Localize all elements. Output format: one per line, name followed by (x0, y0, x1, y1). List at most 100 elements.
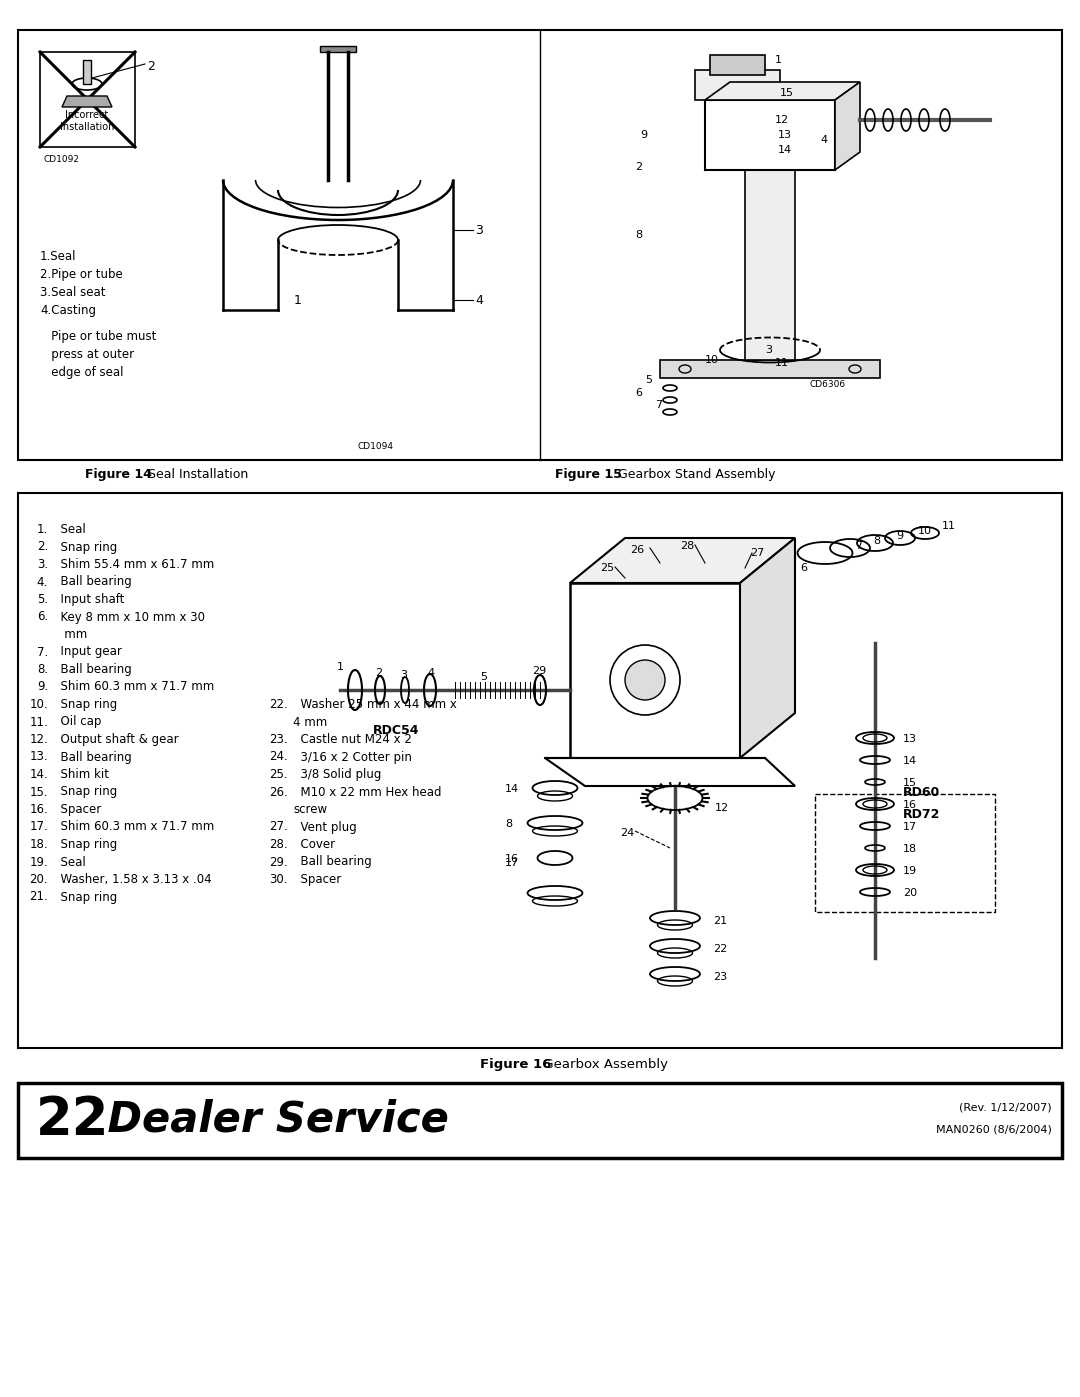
Text: 4.Casting: 4.Casting (40, 305, 96, 317)
Text: Castle nut M24 x 2: Castle nut M24 x 2 (293, 733, 411, 746)
Text: 2: 2 (635, 162, 643, 172)
Text: CD1094: CD1094 (357, 441, 394, 451)
Text: Spacer: Spacer (53, 803, 102, 816)
Bar (40, 52, 135, 147)
Text: 2.Pipe or tube: 2.Pipe or tube (40, 268, 123, 281)
Text: MAN0260 (8/6/2004): MAN0260 (8/6/2004) (936, 1125, 1052, 1134)
Text: 7.: 7. (37, 645, 48, 658)
Text: Shim 55.4 mm x 61.7 mm: Shim 55.4 mm x 61.7 mm (53, 557, 214, 571)
Text: Output shaft & gear: Output shaft & gear (53, 733, 178, 746)
Text: 19.: 19. (29, 855, 48, 869)
Text: 3: 3 (400, 671, 407, 680)
Text: Snap ring: Snap ring (53, 698, 118, 711)
Text: Washer 25 mm x 44 mm x: Washer 25 mm x 44 mm x (293, 698, 457, 711)
Text: 24: 24 (620, 828, 634, 838)
Text: 10.: 10. (29, 698, 48, 711)
Text: 16.: 16. (29, 803, 48, 816)
Text: 9: 9 (640, 130, 647, 140)
Bar (815, 793, 995, 912)
Text: Ball bearing: Ball bearing (53, 750, 132, 764)
Text: RD72: RD72 (903, 807, 941, 821)
Text: Vent plug: Vent plug (293, 820, 356, 834)
Text: 26.: 26. (269, 785, 288, 799)
Text: 11.: 11. (29, 715, 48, 728)
Text: 10: 10 (918, 527, 932, 536)
Polygon shape (570, 538, 795, 583)
Polygon shape (740, 538, 795, 759)
Text: 12.: 12. (29, 733, 48, 746)
Text: 13.: 13. (29, 750, 48, 764)
Polygon shape (705, 82, 860, 101)
Text: 18: 18 (903, 844, 917, 854)
Text: 15: 15 (780, 88, 794, 98)
Text: 1: 1 (337, 662, 345, 672)
Text: 15.: 15. (29, 785, 48, 799)
Text: 5: 5 (480, 672, 487, 682)
Text: 14: 14 (903, 756, 917, 766)
Text: mm: mm (53, 629, 87, 641)
Text: 3/8 Solid plug: 3/8 Solid plug (293, 768, 381, 781)
Bar (18, 493, 1062, 1048)
Text: Seal: Seal (53, 522, 85, 536)
Text: press at outer: press at outer (40, 348, 134, 360)
Text: 7: 7 (654, 400, 662, 409)
Text: 8: 8 (873, 536, 880, 546)
Text: 4: 4 (475, 293, 483, 306)
Text: 19: 19 (903, 866, 917, 876)
Text: 4 mm: 4 mm (293, 715, 327, 728)
Text: 3.Seal seat: 3.Seal seat (40, 286, 106, 299)
Text: 22: 22 (713, 944, 727, 954)
Text: 5.: 5. (37, 592, 48, 606)
Text: 9.: 9. (37, 680, 48, 693)
Text: edge of seal: edge of seal (40, 366, 123, 379)
Text: 6: 6 (800, 563, 807, 573)
Text: 23.: 23. (269, 733, 288, 746)
Text: 14: 14 (505, 784, 519, 793)
Text: Figure 15: Figure 15 (555, 468, 622, 481)
Text: 25.: 25. (269, 768, 288, 781)
Bar (320, 46, 356, 52)
Text: Shim kit: Shim kit (53, 768, 109, 781)
Text: 4: 4 (820, 136, 827, 145)
Text: Input gear: Input gear (53, 645, 122, 658)
Text: Snap ring: Snap ring (53, 541, 118, 553)
Text: 1.: 1. (37, 522, 48, 536)
Text: Ball bearing: Ball bearing (293, 855, 372, 869)
Text: 26: 26 (630, 545, 644, 555)
Text: 16: 16 (903, 800, 917, 810)
Text: . Gearbox Assembly: . Gearbox Assembly (535, 1058, 669, 1071)
Text: 20: 20 (903, 888, 917, 898)
Text: 13: 13 (903, 733, 917, 745)
Text: Input shaft: Input shaft (53, 592, 124, 606)
Text: Cover: Cover (293, 838, 335, 851)
Text: 4.: 4. (37, 576, 48, 588)
Text: 3: 3 (765, 345, 772, 355)
Text: 11: 11 (942, 521, 956, 531)
Text: 29: 29 (532, 666, 546, 676)
Text: 25: 25 (600, 563, 615, 573)
Text: 17: 17 (505, 858, 519, 868)
Text: 14.: 14. (29, 768, 48, 781)
Text: 2: 2 (375, 668, 382, 678)
Polygon shape (835, 82, 860, 170)
Text: 1.Seal: 1.Seal (40, 250, 77, 263)
Text: 10: 10 (705, 355, 719, 365)
Bar (710, 54, 765, 75)
Text: CD1092: CD1092 (43, 155, 79, 163)
Bar (696, 70, 780, 101)
Text: 17: 17 (903, 821, 917, 833)
Text: 18.: 18. (29, 838, 48, 851)
Text: 28: 28 (680, 541, 694, 550)
Text: RDC54: RDC54 (373, 724, 419, 738)
Polygon shape (62, 96, 112, 108)
Text: 8: 8 (505, 819, 512, 828)
Text: (Rev. 1/12/2007): (Rev. 1/12/2007) (959, 1104, 1052, 1113)
Text: 27.: 27. (269, 820, 288, 834)
Text: 20.: 20. (29, 873, 48, 886)
Text: 15: 15 (903, 778, 917, 788)
Bar (745, 170, 795, 360)
Text: 8: 8 (635, 231, 643, 240)
Text: Shim 60.3 mm x 71.7 mm: Shim 60.3 mm x 71.7 mm (53, 820, 214, 834)
Text: 9: 9 (896, 531, 903, 541)
Bar (570, 583, 740, 759)
